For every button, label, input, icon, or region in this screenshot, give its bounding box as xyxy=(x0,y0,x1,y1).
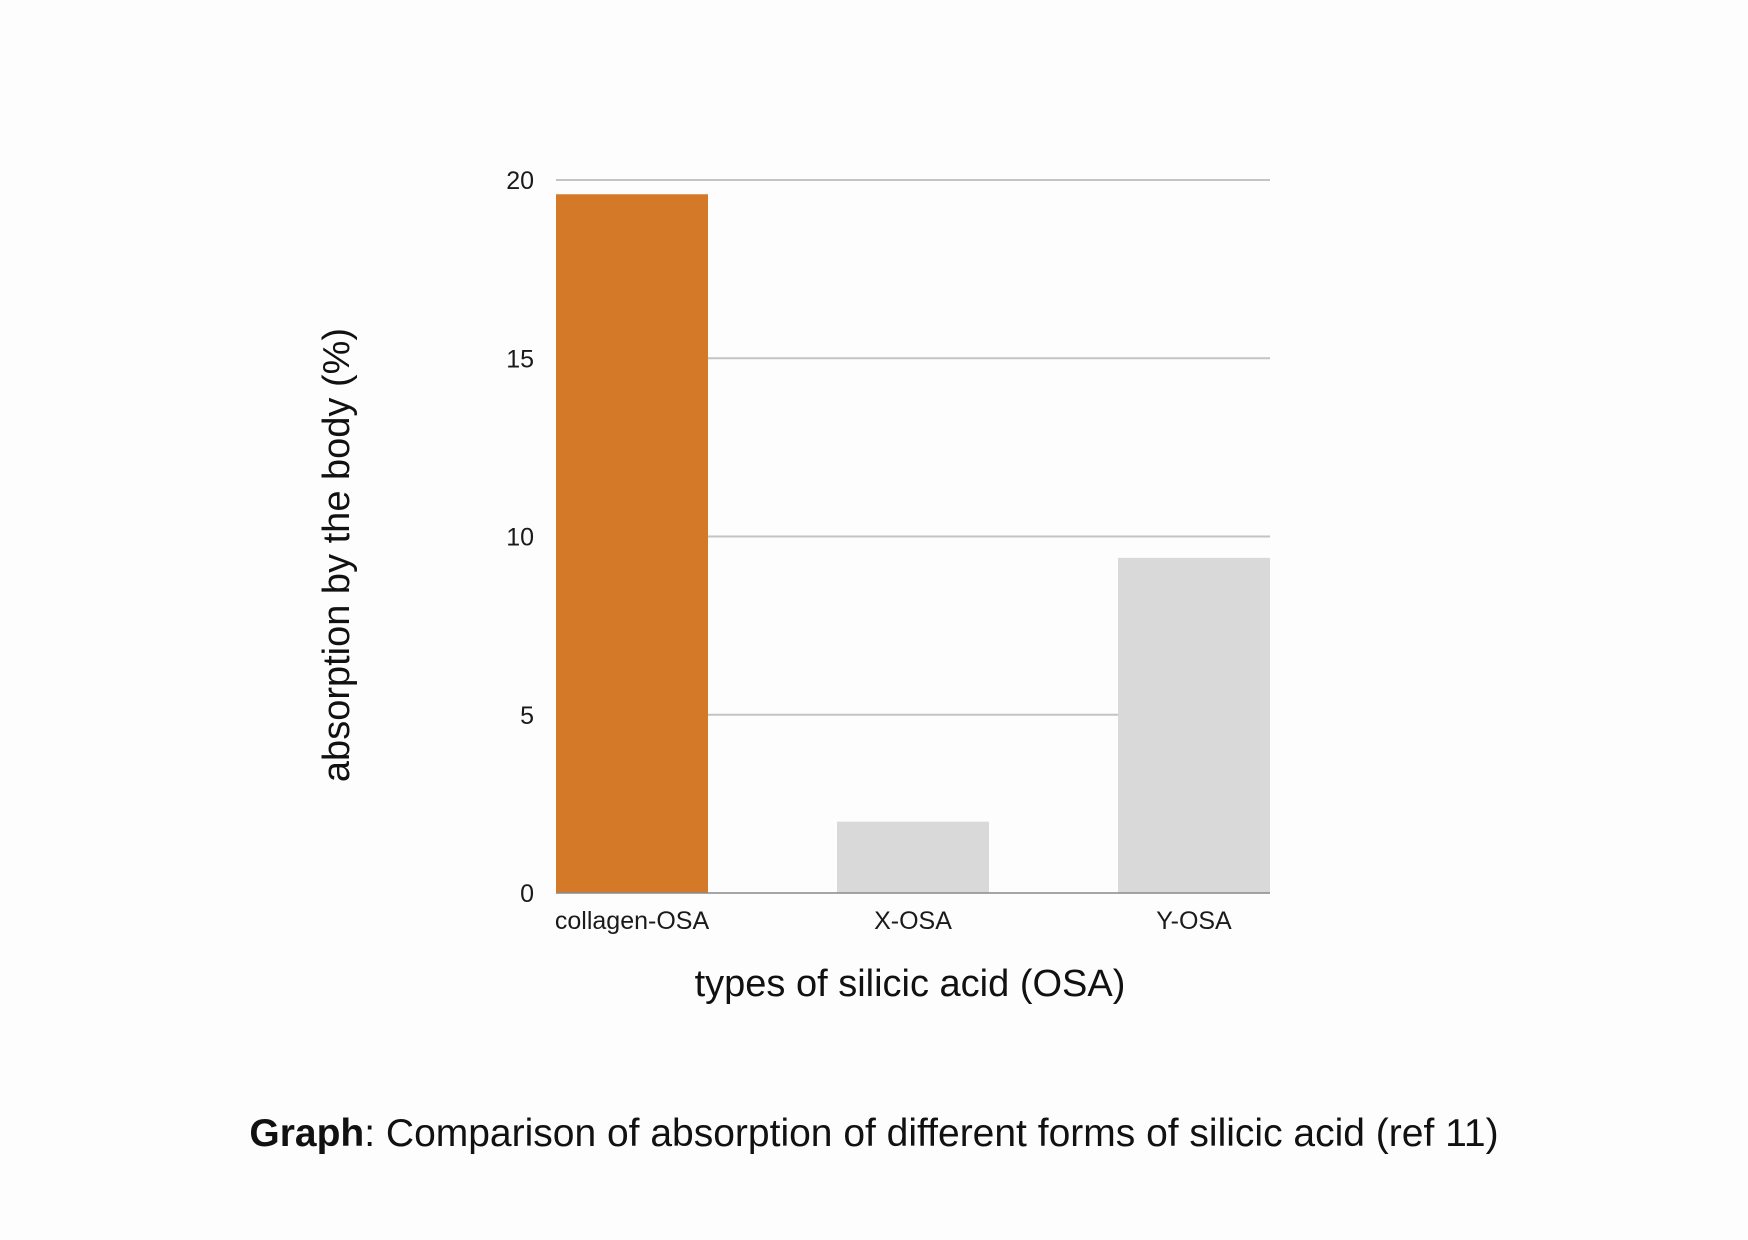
bars xyxy=(556,194,1270,893)
y-tick-label: 20 xyxy=(506,167,534,195)
y-axis-title: absorption by the body (%) xyxy=(316,328,358,782)
x-axis-ticks: collagen-OSA X-OSA Y-OSA xyxy=(555,907,1232,935)
x-tick-label: X-OSA xyxy=(874,907,952,935)
y-tick-label: 10 xyxy=(506,524,534,552)
y-tick-label: 0 xyxy=(520,880,534,908)
figure-caption: Graph: Comparison of absorption of diffe… xyxy=(0,1112,1748,1156)
bar-y-osa xyxy=(1118,557,1270,893)
caption-text: : Comparison of absorption of different … xyxy=(364,1112,1499,1155)
x-axis-title: types of silicic acid (OSA) xyxy=(695,963,1126,1005)
caption-label: Graph xyxy=(249,1112,365,1155)
x-tick-label: collagen-OSA xyxy=(555,907,710,935)
y-tick-label: 15 xyxy=(506,345,534,373)
y-tick-label: 5 xyxy=(520,702,534,730)
x-tick-label: Y-OSA xyxy=(1156,907,1232,935)
y-axis-ticks: 0 5 10 15 20 xyxy=(506,167,534,908)
bar-x-osa xyxy=(837,821,989,893)
bar-collagen-osa xyxy=(556,194,708,893)
